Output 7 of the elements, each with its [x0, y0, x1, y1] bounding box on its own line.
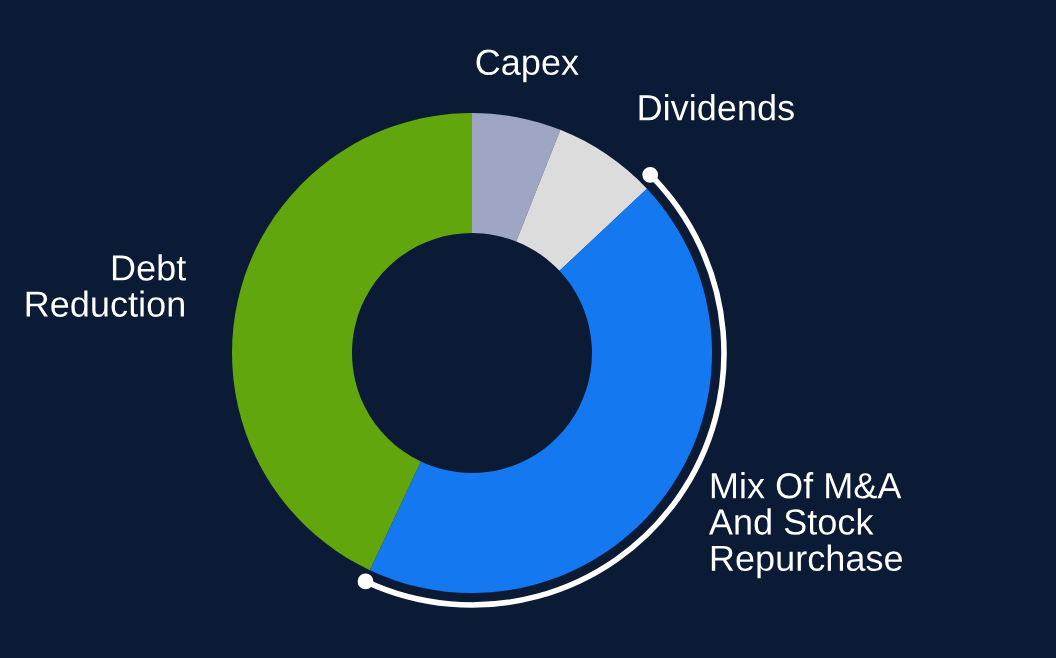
slice-label: Capex [476, 49, 579, 83]
donut-slice [232, 113, 472, 571]
slice-label: Dividends [639, 94, 794, 121]
donut-slice [516, 129, 647, 271]
slice-label: Mix Of M&A And Stock Repurchase [708, 471, 902, 579]
slice-label: Debt Reduction [26, 254, 186, 317]
donut-slice [472, 113, 561, 242]
